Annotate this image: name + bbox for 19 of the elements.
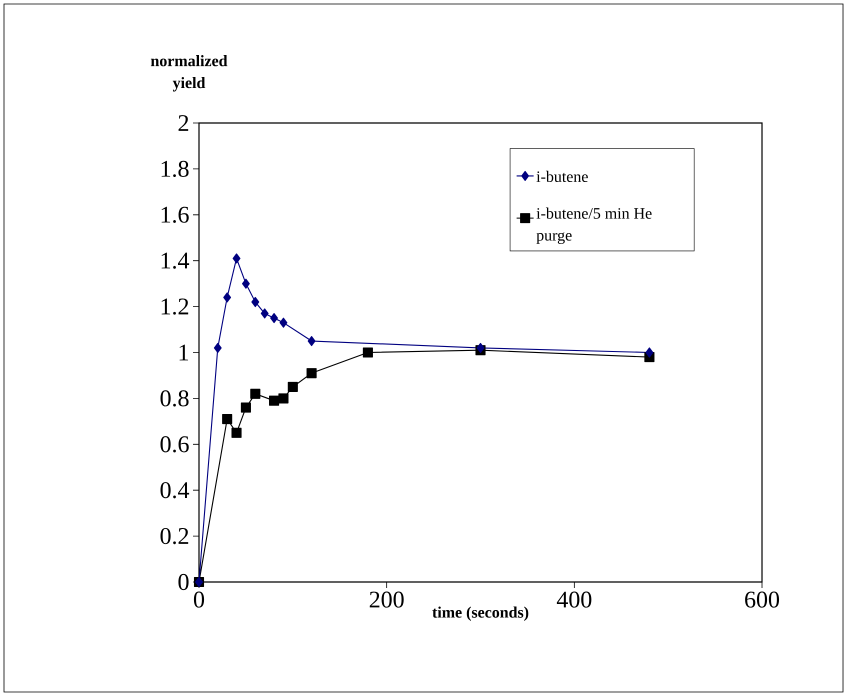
x-axis-title: time (seconds) — [432, 606, 528, 621]
x-tick-label: 400 — [556, 592, 592, 608]
legend-label: i-butene — [536, 170, 588, 182]
legend-label: i-butene/5 min He purge — [536, 208, 652, 244]
y-axis-title: normalized yield — [150, 55, 228, 92]
y-tick-label: 0.6 — [160, 436, 189, 452]
y-tick-label: 1.2 — [162, 298, 188, 315]
y-tick-label: 1.8 — [162, 160, 189, 178]
y-tick-label: 1.4 — [162, 252, 190, 269]
y-tick-label: 0.2 — [160, 528, 188, 544]
x-tick-label: 600 — [745, 592, 780, 608]
y-tick-label: 0.8 — [160, 390, 189, 407]
y-tick-label: 0.4 — [160, 482, 190, 498]
y-tick-label: 1.6 — [162, 206, 189, 223]
x-tick-label: 0 — [194, 592, 204, 608]
y-tick-label: 1 — [180, 344, 188, 360]
y-tick-label: 0 — [178, 574, 189, 590]
x-tick-label: 200 — [370, 592, 404, 608]
y-tick-label: 2 — [178, 115, 188, 131]
